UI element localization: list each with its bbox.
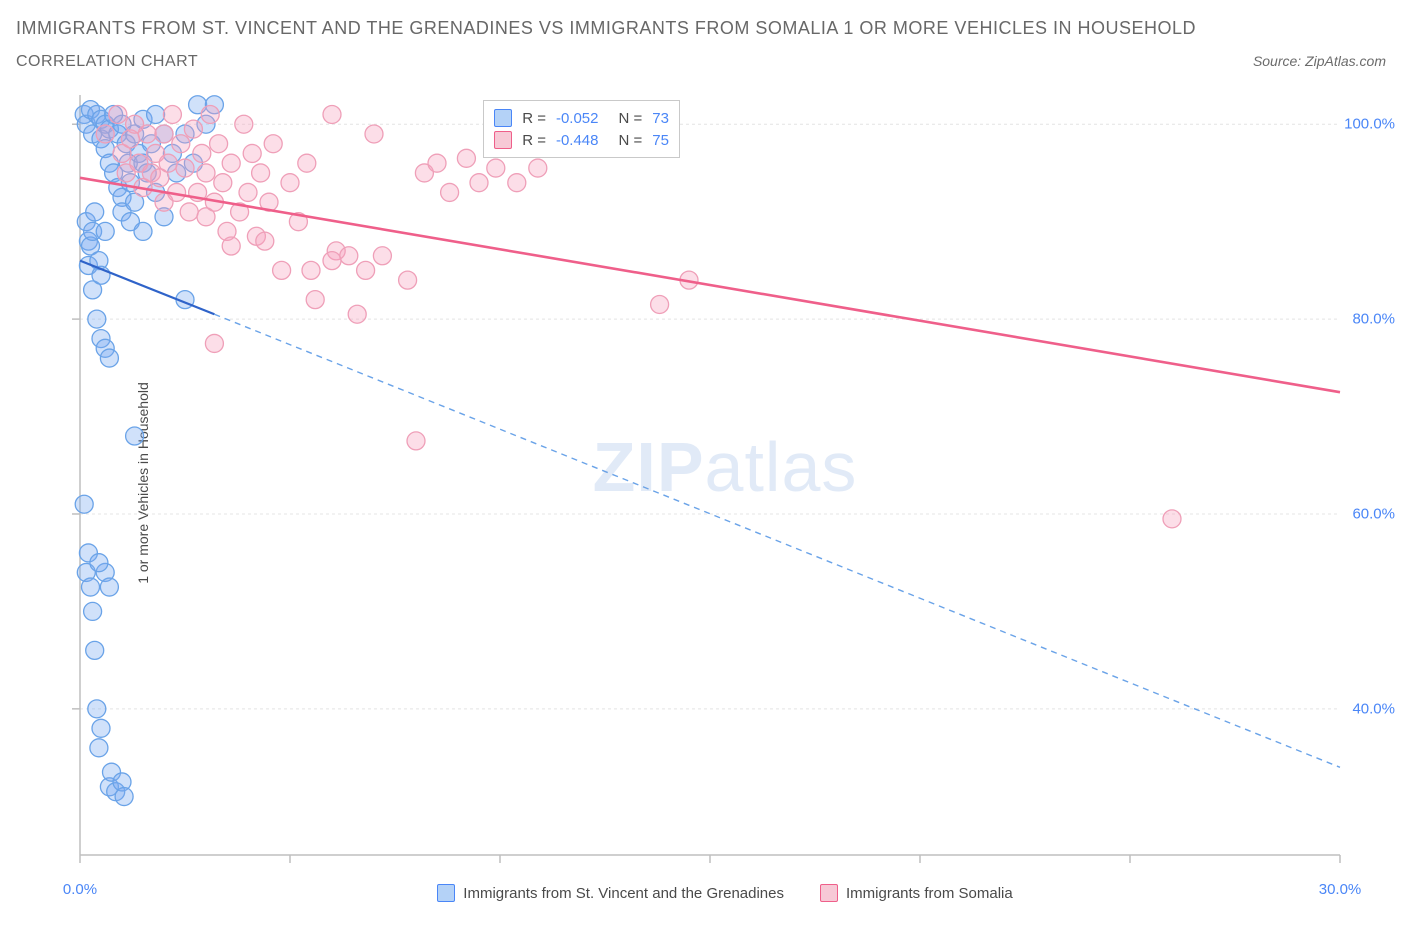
- n-value: 75: [652, 132, 669, 149]
- bottom-legend-item: Immigrants from St. Vincent and the Gren…: [437, 884, 784, 902]
- legend-swatch: [820, 884, 838, 902]
- subtitle-row: CORRELATION CHART Source: ZipAtlas.com: [0, 43, 1406, 81]
- chart-area: 1 or more Vehicles in Household ZIPatlas…: [60, 95, 1390, 870]
- xtick-label: 0.0%: [63, 881, 97, 898]
- legend-swatch: [494, 109, 512, 127]
- legend-swatch: [437, 884, 455, 902]
- title-sub: CORRELATION CHART: [16, 53, 198, 71]
- ytick-label: 100.0%: [1344, 116, 1395, 133]
- chart-container: IMMIGRANTS FROM ST. VINCENT AND THE GREN…: [0, 0, 1406, 930]
- ytick-label: 60.0%: [1352, 505, 1395, 522]
- bottom-legend-item: Immigrants from Somalia: [820, 884, 1013, 902]
- stats-legend-row: R = -0.052 N = 73: [494, 107, 669, 129]
- ytick-label: 80.0%: [1352, 311, 1395, 328]
- r-value: -0.052: [556, 110, 599, 127]
- r-label: R =: [522, 110, 546, 127]
- legend-label: Immigrants from Somalia: [846, 885, 1013, 902]
- legend-label: Immigrants from St. Vincent and the Gren…: [463, 885, 784, 902]
- n-label: N =: [619, 110, 643, 127]
- plot-svg: [60, 95, 1390, 870]
- xtick-label: 30.0%: [1319, 881, 1362, 898]
- r-value: -0.448: [556, 132, 599, 149]
- stats-legend-row: R = -0.448 N = 75: [494, 129, 669, 151]
- legend-swatch: [494, 131, 512, 149]
- ytick-label: 40.0%: [1352, 700, 1395, 717]
- title-main: IMMIGRANTS FROM ST. VINCENT AND THE GREN…: [0, 0, 1406, 43]
- r-label: R =: [522, 132, 546, 149]
- n-value: 73: [652, 110, 669, 127]
- stats-legend: R = -0.052 N = 73 R = -0.448 N = 75: [483, 100, 680, 158]
- source-label: Source: ZipAtlas.com: [1253, 53, 1386, 69]
- bottom-legend: Immigrants from St. Vincent and the Gren…: [60, 884, 1390, 902]
- n-label: N =: [619, 132, 643, 149]
